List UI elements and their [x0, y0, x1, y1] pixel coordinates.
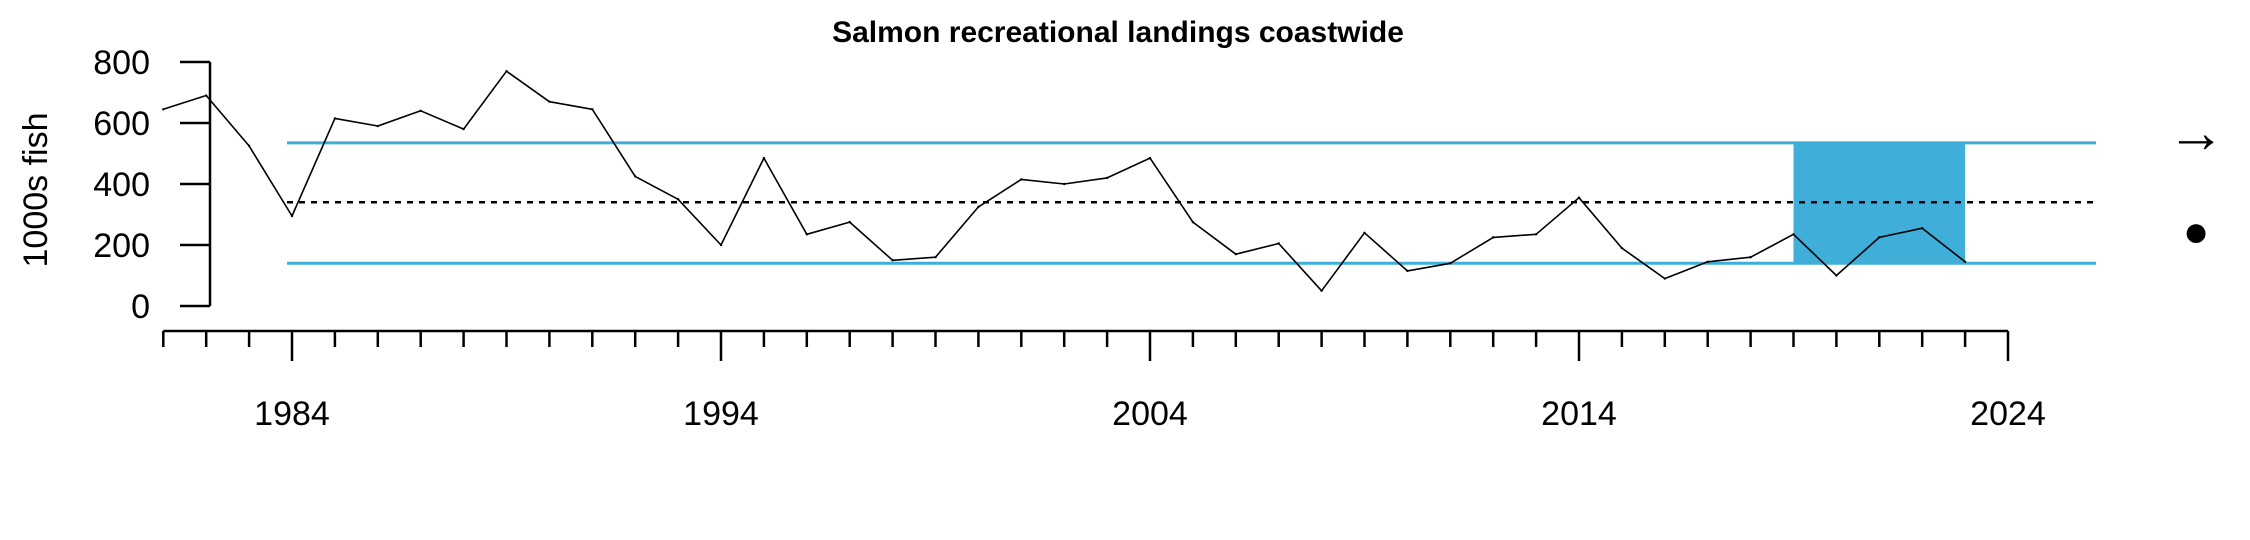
data-point-2015	[1620, 246, 1624, 250]
data-point-2019	[1792, 233, 1795, 236]
data-point-2007	[1277, 242, 1280, 245]
data-point-2023	[1963, 260, 1967, 263]
data-point-2020	[1835, 274, 1838, 277]
data-point-2008	[1320, 289, 1323, 292]
data-point-1983	[247, 144, 251, 148]
data-point-1984	[290, 214, 294, 218]
x-tick-label-1994: 1994	[683, 395, 759, 433]
chart-title: Salmon recreational landings coastwide	[832, 16, 1404, 49]
y-tick-label-600: 600	[93, 105, 150, 143]
data-series	[162, 69, 1967, 292]
data-point-1992	[634, 175, 637, 178]
data-point-2010	[1406, 269, 1409, 273]
y-tick-label-400: 400	[93, 166, 150, 204]
mean-status-indicator: ●	[2183, 207, 2210, 256]
data-point-2021	[1878, 236, 1881, 239]
data-point-2002	[1063, 182, 1066, 186]
data-point-2006	[1234, 252, 1238, 256]
data-point-1989	[505, 69, 508, 73]
data-point-2013	[1534, 233, 1538, 236]
sd-lines	[287, 141, 2096, 265]
recent-period-rect	[1793, 142, 1966, 264]
data-point-1999	[934, 256, 937, 259]
data-point-1991	[591, 108, 594, 111]
data-point-2022	[1921, 227, 1924, 230]
x-axis: 1984 1994 2004 2014 2024	[162, 329, 2046, 433]
data-point-2005	[1191, 220, 1195, 224]
series-line-0	[163, 70, 1966, 292]
data-point-1997	[848, 220, 851, 224]
data-point-2014	[1577, 196, 1581, 199]
recent-period-band	[1793, 142, 1966, 264]
data-point-2000	[977, 205, 980, 209]
data-point-1993	[676, 198, 680, 201]
data-point-1995	[762, 156, 766, 160]
data-point-1982	[205, 94, 208, 97]
data-point-2011	[1449, 262, 1452, 265]
data-point-2012	[1492, 236, 1495, 239]
data-point-2018	[1749, 256, 1752, 259]
y-tick-label-800: 800	[93, 44, 150, 82]
x-tick-label-1984: 1984	[254, 395, 330, 433]
data-point-2009	[1363, 231, 1366, 234]
data-point-1994	[719, 243, 723, 247]
y-tick-label-200: 200	[93, 227, 150, 265]
y-axis: 0 200 400 600 800	[93, 44, 212, 326]
data-point-1996	[805, 233, 808, 236]
data-point-1988	[462, 127, 465, 131]
y-tick-label-0: 0	[131, 288, 150, 326]
data-point-1987	[419, 109, 422, 113]
data-point-2016	[1663, 277, 1667, 280]
data-point-2003	[1105, 176, 1109, 180]
data-point-1981	[162, 108, 165, 111]
data-point-1985	[333, 117, 337, 120]
data-point-2017	[1706, 260, 1709, 263]
data-point-2001	[1020, 178, 1023, 181]
data-point-1990	[548, 100, 551, 103]
x-tick-label-2004: 2004	[1112, 395, 1188, 433]
data-point-2004	[1148, 156, 1152, 160]
x-tick-label-2024: 2024	[1970, 395, 2046, 433]
trend-arrow-indicator: →	[2167, 100, 2225, 165]
data-point-1998	[891, 259, 894, 262]
y-axis-label: 1000s fish	[17, 113, 55, 268]
x-tick-label-2014: 2014	[1541, 395, 1617, 433]
data-point-1986	[376, 124, 379, 128]
